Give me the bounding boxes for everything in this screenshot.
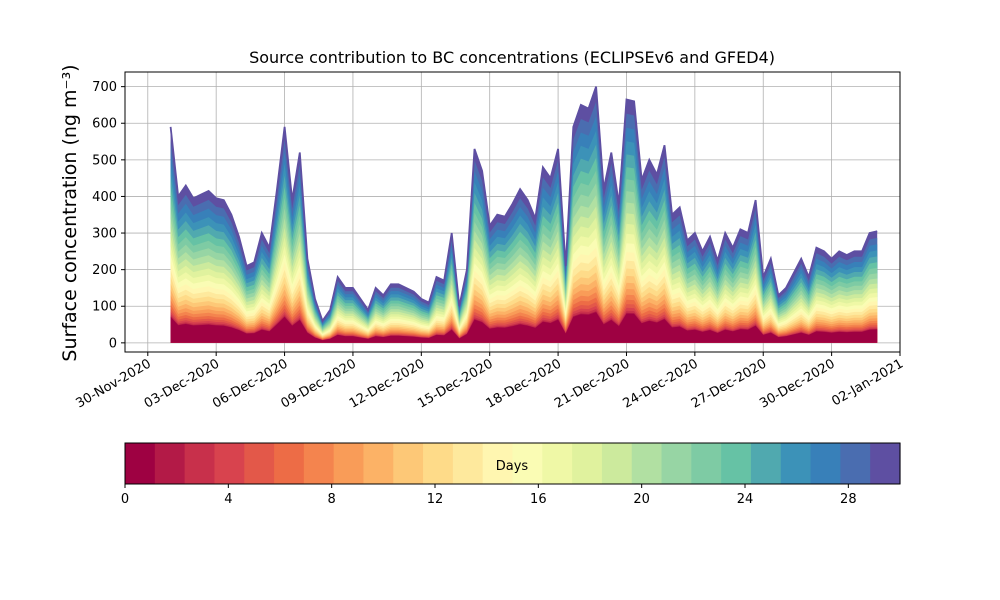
y-tick-label: 600	[92, 117, 117, 132]
colorbar-segment	[154, 443, 186, 484]
colorbar-segment	[482, 443, 514, 484]
colorbar: 0 4 8 12 16 20 24 28	[121, 442, 901, 507]
y-tick-label: 300	[92, 227, 117, 242]
colorbar-segment	[780, 443, 812, 484]
colorbar-segment	[244, 443, 275, 484]
y-tick-label: 200	[92, 263, 117, 278]
colorbar-tick-label: 0	[121, 492, 129, 507]
x-tick-label: 30-Dec-2020	[757, 356, 837, 411]
x-tick-label: 02-Jan-2021	[829, 356, 906, 409]
x-tick-label: 24-Dec-2020	[620, 356, 700, 411]
colorbar-segment	[303, 443, 335, 484]
colorbar-tick-label: 8	[328, 492, 336, 507]
y-tick-label: 0	[109, 336, 117, 351]
colorbar-segment	[721, 443, 752, 484]
colorbar-segment	[691, 443, 722, 484]
colorbar-tick-label: 24	[737, 492, 754, 507]
x-tick-label: 27-Dec-2020	[689, 356, 769, 411]
colorbar-segment	[542, 443, 573, 484]
colorbar-tick-label: 28	[840, 492, 857, 507]
colorbar-label: Days	[496, 459, 529, 474]
colorbar-segment	[750, 443, 782, 484]
colorbar-tick-label: 20	[633, 492, 650, 507]
colorbar-segment	[393, 443, 424, 484]
colorbar-segment	[631, 443, 663, 484]
x-tick-label: 30-Nov-2020	[74, 356, 154, 411]
x-tick-label: 09-Dec-2020	[279, 356, 359, 411]
colorbar-segment	[333, 443, 365, 484]
colorbar-segment	[572, 443, 603, 484]
colorbar-segment	[810, 443, 841, 484]
area-layer	[170, 312, 878, 343]
x-tick-label: 18-Dec-2020	[484, 356, 564, 411]
chart-title: Source contribution to BC concentrations…	[249, 48, 775, 67]
colorbar-tick-label: 4	[224, 492, 232, 507]
colorbar-segment	[274, 443, 305, 484]
colorbar-segment	[125, 443, 156, 484]
y-axis-label: Surface concentration (ng m⁻³)	[59, 64, 81, 361]
y-tick-label: 100	[92, 300, 117, 315]
colorbar-segment	[601, 443, 633, 484]
colorbar-segment	[214, 443, 245, 484]
x-tick-label: 06-Dec-2020	[210, 356, 290, 411]
x-tick-label: 12-Dec-2020	[347, 356, 427, 411]
x-tick-label: 15-Dec-2020	[415, 356, 495, 411]
y-tick-label: 500	[92, 153, 117, 168]
colorbar-segment	[184, 443, 216, 484]
plot-frame	[124, 71, 901, 353]
colorbar-segment	[661, 443, 692, 484]
y-tick-label: 700	[92, 80, 117, 95]
colorbar-tick-label: 16	[530, 492, 547, 507]
x-tick-label: 21-Dec-2020	[552, 356, 632, 411]
colorbar-tick-label: 12	[427, 492, 444, 507]
x-tick-label: 03-Dec-2020	[142, 356, 222, 411]
colorbar-segment	[870, 443, 901, 484]
colorbar-segment	[840, 443, 871, 484]
colorbar-segment	[363, 443, 394, 484]
series-line	[169, 86, 878, 323]
colorbar-frame	[124, 442, 901, 485]
colorbar-segment	[452, 443, 484, 484]
colorbar-segment	[512, 443, 543, 484]
colorbar-segment	[423, 443, 454, 484]
plot-area: 0 100 200 300 400 500 600 700 30-Nov-202003-Dec-…	[74, 71, 906, 412]
y-tick-label: 400	[92, 190, 117, 205]
